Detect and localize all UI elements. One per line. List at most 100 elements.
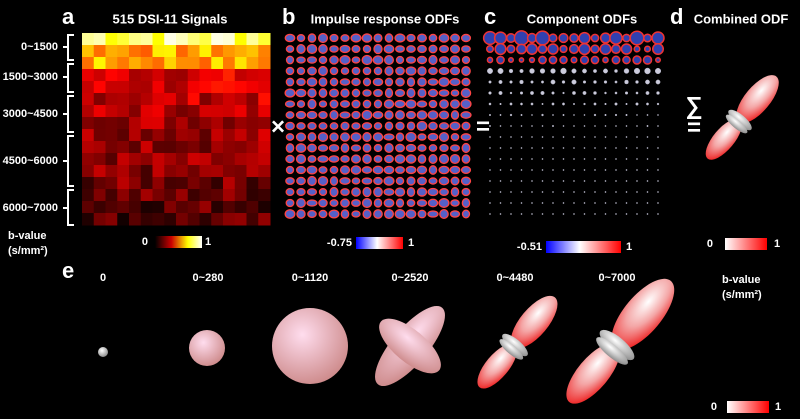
odf-glyph (384, 33, 394, 43)
odf-glyph (449, 153, 461, 165)
odf-glyph (552, 180, 554, 182)
odf-glyph (594, 202, 596, 204)
heat-cell (105, 105, 118, 118)
heat-cell (82, 141, 95, 154)
heat-cell (129, 93, 142, 106)
odf-glyph (296, 43, 306, 55)
heat-cell (176, 69, 189, 82)
odf-glyph (520, 169, 523, 171)
odf-glyph (635, 91, 639, 95)
heat-cell (187, 93, 200, 106)
heat-cell (223, 117, 236, 130)
step-label: 0~2520 (391, 272, 428, 284)
odf-glyph (428, 54, 438, 66)
odf-glyph (633, 67, 641, 75)
odf-glyph (373, 155, 383, 163)
odf-glyph (318, 55, 328, 65)
odf-glyph (498, 91, 503, 95)
heat-cell (164, 213, 177, 226)
panel-title: Component ODFs (527, 11, 638, 26)
heat-cell (105, 117, 118, 130)
odf-glyph (594, 158, 596, 160)
odf-glyph (594, 213, 596, 215)
heat-cell (152, 33, 165, 46)
colorbar-label: 0 (711, 401, 717, 413)
odf-glyph (372, 132, 384, 142)
heat-cell (176, 93, 189, 106)
odf-glyph (438, 33, 450, 43)
colorbar-label: 0 (707, 238, 713, 250)
heat-cell (234, 165, 247, 178)
odf-glyph (583, 136, 586, 138)
odf-lobe (611, 278, 675, 350)
odf-glyph (329, 55, 339, 65)
odf-glyph (519, 91, 524, 95)
heat-cell (199, 165, 212, 178)
heat-cell (105, 93, 118, 106)
panel-label: e (62, 258, 74, 283)
odf-glyph (510, 180, 512, 182)
odf-glyph (531, 180, 533, 182)
odf-glyph (499, 202, 502, 204)
odf-glyph (351, 66, 361, 76)
odf-glyph (651, 42, 665, 56)
panel-label: a (62, 4, 75, 29)
odf-glyph (646, 191, 649, 193)
odf-glyph (449, 44, 461, 54)
odf-glyph (541, 147, 544, 149)
odf-glyph (573, 114, 575, 116)
odf-glyph (306, 110, 318, 120)
heat-cell (140, 93, 153, 106)
heat-cell (152, 141, 165, 154)
heat-cell (199, 153, 212, 166)
odf-glyph (339, 55, 351, 65)
odf-glyph (362, 209, 372, 219)
heat-cell (176, 105, 189, 118)
heat-cell (223, 189, 236, 202)
heat-cell (187, 213, 200, 226)
odf-glyph (449, 210, 461, 218)
odf-glyph (362, 186, 372, 198)
heat-cell (152, 45, 165, 58)
heat-cell (223, 165, 236, 178)
odf-glyph (489, 147, 491, 149)
heat-cell (105, 165, 118, 178)
odf-glyph (552, 191, 554, 193)
heat-cell (105, 201, 118, 214)
odf-glyph (643, 45, 652, 53)
heat-cell (176, 177, 189, 190)
heat-cell (258, 129, 271, 142)
odf-glyph (318, 198, 328, 208)
heat-cell (82, 33, 95, 46)
odf-glyph (599, 42, 612, 56)
heat-cell (129, 69, 142, 82)
odf-glyph (296, 100, 306, 108)
heat-cell (258, 165, 271, 178)
odf-glyph (593, 69, 597, 73)
odf-glyph (460, 165, 472, 175)
odf-disk (502, 333, 528, 357)
heat-cell (129, 105, 142, 118)
odf-glyph (340, 121, 350, 131)
odf-glyph (461, 209, 471, 219)
odf-glyph (599, 32, 612, 44)
step-label: 0~4480 (496, 272, 533, 284)
odf-glyph (351, 77, 361, 87)
heat-cell (246, 93, 259, 106)
heat-cell (93, 105, 106, 118)
odf-glyph (394, 209, 406, 219)
odf-glyph (614, 69, 618, 73)
odf-glyph (395, 77, 405, 87)
odf-glyph (578, 31, 591, 45)
odf-glyph (285, 111, 295, 119)
odf-glyph (615, 213, 617, 215)
odf-glyph (499, 102, 502, 106)
odf-glyph (307, 143, 317, 153)
odf-glyph (351, 110, 361, 120)
odf-glyph (593, 102, 597, 106)
odf-glyph (573, 213, 575, 215)
odf-glyph (488, 91, 492, 95)
odf-glyph (449, 144, 461, 152)
odf-glyph (405, 131, 417, 143)
